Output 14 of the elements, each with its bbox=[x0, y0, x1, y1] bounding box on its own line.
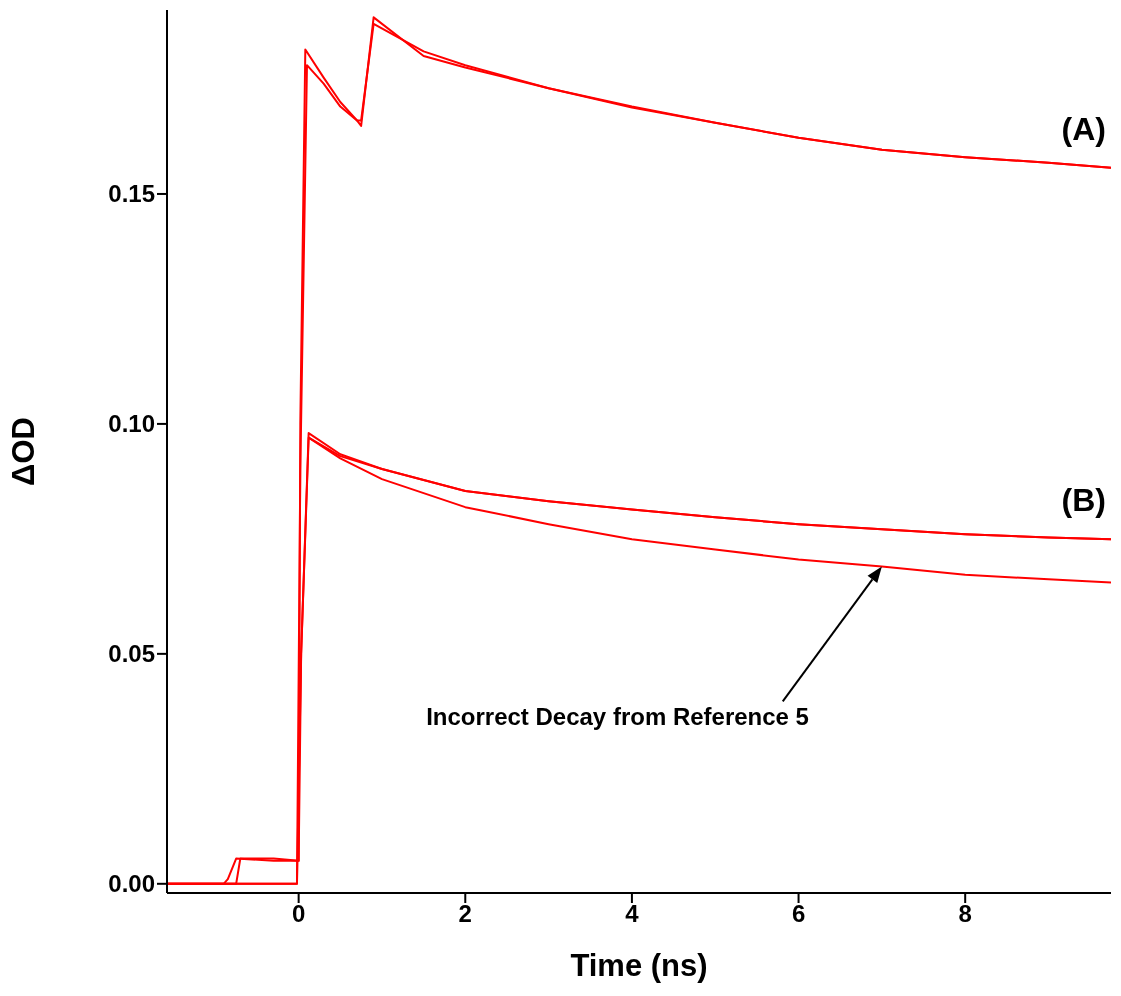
y-tick-label: 0.05 bbox=[108, 640, 155, 668]
x-tick-label: 8 bbox=[958, 900, 972, 928]
series-label: (B) bbox=[1061, 482, 1106, 519]
x-tick-label: 4 bbox=[625, 900, 640, 928]
x-tick-label: 2 bbox=[458, 900, 472, 928]
annotation: Incorrect Decay from Reference 5 bbox=[426, 703, 809, 731]
series-label: (A) bbox=[1061, 110, 1106, 147]
x-tick-label: 6 bbox=[791, 900, 806, 928]
y-tick-label: 0.10 bbox=[108, 410, 155, 438]
x-tick-label: 0 bbox=[291, 900, 306, 928]
y-axis-title: ΔOD bbox=[6, 417, 42, 486]
x-axis-title: Time (ns) bbox=[570, 948, 708, 983]
y-tick-label: 0.00 bbox=[108, 870, 155, 898]
y-tick-label: 0.15 bbox=[108, 180, 155, 208]
